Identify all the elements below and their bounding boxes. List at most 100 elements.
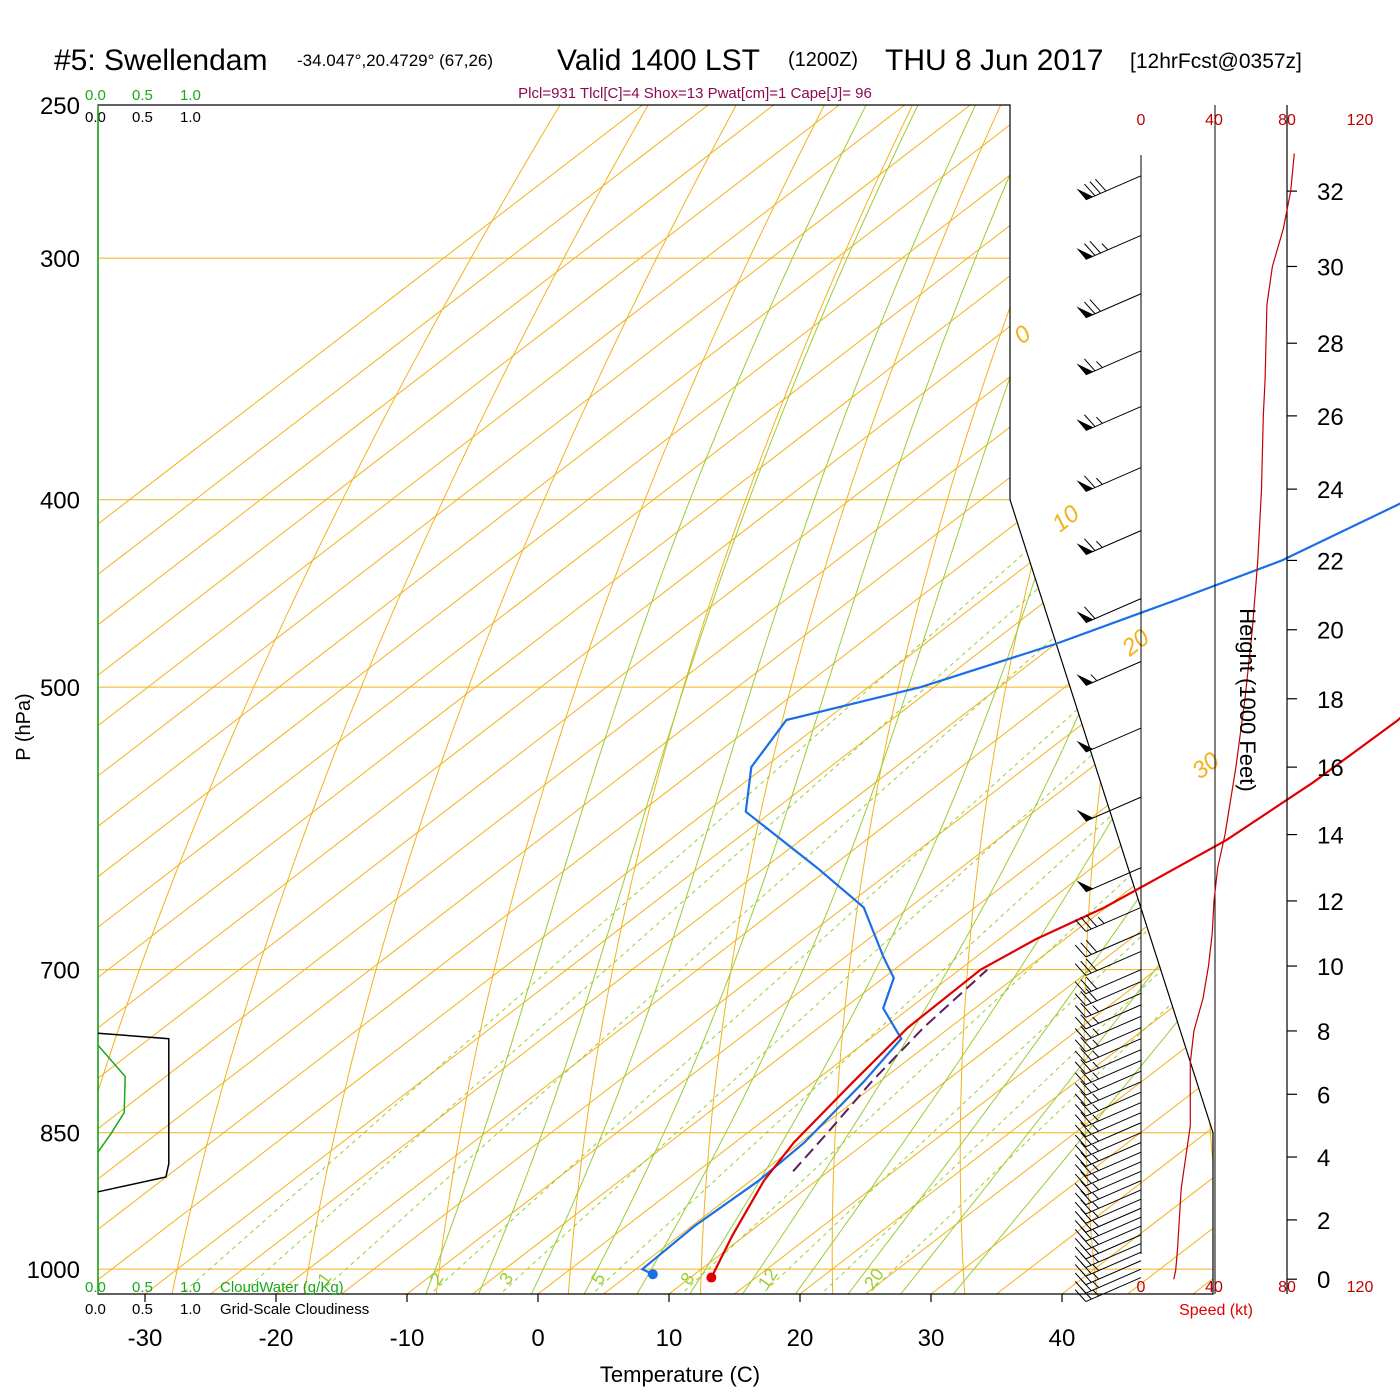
cloudiness-bottom-tick-1: 0.5 [132,1301,153,1318]
wind-barb-staff [1085,1049,1142,1075]
wind-barb-half-flag [1092,1124,1100,1132]
wind-barb-11 [1074,1180,1142,1206]
moist-adiabat--4 [474,105,919,1294]
mixing-ratio-line-0.6 [231,499,1140,1294]
wind-barb-half-flag [1092,1072,1100,1080]
height-tick-label-7: 14 [1317,823,1344,850]
wind-barb-38 [1076,661,1142,686]
wind-barb-10 [1074,1189,1142,1215]
wind-barb-flag [1080,1014,1092,1027]
wind-barb-staff [1085,406,1142,431]
height-tick-label-12: 24 [1317,477,1344,504]
isotherm--45 [98,105,1213,1294]
wind-barb-flag [1074,1016,1087,1030]
wind-barb-flag [1074,1237,1087,1251]
wind-barb-staff [1085,1132,1142,1158]
wind-barb-staff [1085,1198,1142,1224]
wind-barb-flag [1084,243,1096,256]
wind-barb-flag [1080,1180,1092,1194]
wind-barb-18 [1074,1112,1142,1138]
wind-barb-23 [1074,1060,1142,1085]
dry-adiabat--40 [98,105,582,1294]
wind-barb-flag [1080,1132,1092,1145]
wind-barb-43 [1076,350,1142,376]
wind-barb-staff [1085,981,1142,1007]
moist-adiabat-0 [527,105,976,1294]
height-tick-label-9: 18 [1317,687,1344,714]
wind-barb-half-flag [1092,1154,1100,1162]
wind-barb-flag [1074,1093,1087,1107]
isotherm--20 [275,105,1213,1294]
wind-barb-0 [1074,1277,1142,1302]
wind-barb-pennant [1076,306,1094,318]
wind-barb-flag [1074,1289,1087,1302]
wind-barb-flag [1084,358,1096,372]
wind-barb-flag [1085,914,1098,927]
speed-bottom-tick-3: 120 [1347,1279,1374,1296]
wind-barb-half-flag [1092,1061,1100,1069]
wind-barb-pennant [1076,419,1094,431]
wind-barb-flag [1074,1183,1087,1196]
wind-barb-flag [1080,1111,1092,1125]
wind-barb-staff [1085,1180,1142,1206]
wind-barb-flag [1080,1059,1092,1072]
wind-barb-34 [1074,906,1142,932]
wind-barb-staff [1085,1225,1142,1251]
isotherm-0 [537,105,1213,1294]
isotherm--90 [98,105,906,1294]
wind-barb-flag [1074,1144,1087,1158]
wind-barb-half-flag [1092,1255,1100,1263]
speed-bottom-tick-0: 0 [1137,1279,1146,1296]
wind-barb-staff [1085,1027,1142,1053]
wind-barb-flag [1074,1083,1087,1096]
wind-barb-half-flag [1096,361,1103,368]
chart-title: #5: Swellendam -34.047°,20.4729° (67,26)… [54,44,1302,77]
temp-tick-label-1: -20 [259,1325,294,1352]
mixing-ratio-line-20 [859,499,1213,1294]
cloudiness-top-tick-2: 1.0 [180,109,201,126]
wind-barb-staff [1085,1070,1142,1096]
isotherm-right-label-3: 30 [1187,747,1225,785]
wind-barb-flag [1085,988,1098,1002]
pressure-tick-400: 400 [40,488,80,515]
pressure-tick-850: 850 [40,1121,80,1148]
wind-barb-half-flag [1092,1134,1100,1142]
wind-barb-half-flag [1092,1211,1100,1218]
wind-barb-flag [1080,1025,1092,1039]
wind-barb-33 [1074,932,1142,958]
pressure-tick-500: 500 [40,675,80,702]
wind-barb-flag [1080,1142,1092,1155]
isotherm--40 [98,105,1213,1294]
isotherm--75 [98,105,1102,1294]
wind-barb-flag [1080,1080,1092,1094]
wind-barb-half-flag [1101,243,1109,251]
wind-barb-flag [1084,606,1096,619]
isotherm--70 [98,105,1168,1294]
wind-barb-flag [1074,1281,1087,1294]
isotherm-right-label-2: 20 [1116,624,1155,663]
moist-adiabat-12 [684,105,1201,1294]
wind-barb-17 [1074,1122,1142,1148]
y-axis-label: P (hPa) [13,693,35,760]
wind-barb-flag [1080,1069,1092,1083]
wind-barb-29 [1074,992,1142,1018]
parcel-line [792,968,988,1172]
wind-barb-flag [1080,979,1092,992]
isotherm--5 [472,105,1213,1294]
dry-adiabat--30 [169,105,669,1294]
isotherm-15 [734,105,1213,1294]
height-tick-label-3: 6 [1317,1082,1330,1109]
temp-tick-label-4: 10 [656,1325,683,1352]
wind-barb-pennant [1076,543,1094,555]
wind-barb-26 [1074,1027,1142,1053]
cloudwater-bottom-tick-0: 0.0 [85,1279,106,1296]
surface-dewpoint-dot [647,1269,658,1280]
isobars [98,105,1213,1270]
wind-barb-16 [1074,1132,1142,1158]
isotherm-50 [1192,105,1213,1294]
height-tick-label-15: 30 [1317,254,1344,281]
mixing-ratio-label-3: 5 [587,1269,609,1289]
pressure-tick-1000: 1000 [27,1257,80,1284]
isotherm-30 [930,105,1213,1294]
